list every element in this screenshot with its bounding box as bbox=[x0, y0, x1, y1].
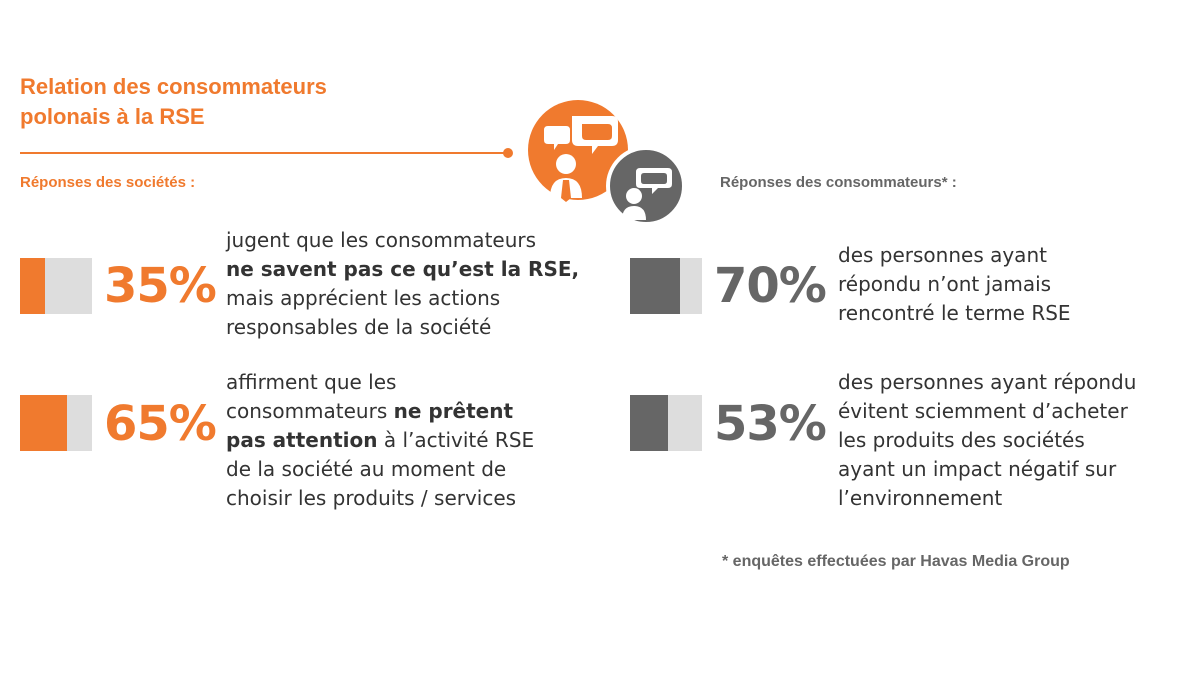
desc-text: choisir les produits / services bbox=[226, 486, 517, 510]
footnote: * enquêtes effectuées par Havas Media Gr… bbox=[722, 553, 1070, 570]
desc-text: mais apprécient les actions bbox=[226, 286, 501, 310]
stat-bar-fill bbox=[20, 258, 46, 314]
desc-line: pas attention à l’activité RSE bbox=[226, 426, 534, 455]
desc-line: choisir les produits / services bbox=[226, 484, 534, 513]
title-underline bbox=[20, 152, 506, 154]
stat-bar-fill bbox=[630, 395, 669, 451]
desc-line: l’environnement bbox=[838, 486, 1003, 510]
desc-line: de la société au moment de bbox=[226, 455, 534, 484]
desc-text: affirment que les bbox=[226, 370, 397, 394]
desc-bold-text: ne savent pas ce qu’est la RSE, bbox=[226, 257, 580, 281]
desc-line: ayant un impact négatif sur bbox=[838, 457, 1117, 481]
stat-percent: 70% bbox=[714, 258, 827, 314]
stat-description: des personnes ayant répondu n’ont jamais… bbox=[838, 241, 1071, 328]
stat-description: des personnes ayant répondu évitent scie… bbox=[838, 368, 1136, 513]
desc-line: évitent sciemment d’acheter bbox=[838, 399, 1128, 423]
stat-percent: 65% bbox=[104, 396, 217, 452]
desc-line: répondu n’ont jamais bbox=[838, 272, 1052, 296]
desc-text: à l’activité RSE bbox=[377, 428, 535, 452]
desc-line: des personnes ayant bbox=[838, 243, 1047, 267]
stat-description: jugent que les consommateurs ne savent p… bbox=[226, 226, 579, 342]
desc-text: de la société au moment de bbox=[226, 457, 507, 481]
desc-text: jugent que les consommateurs bbox=[226, 228, 537, 252]
stat-description: affirment que les consommateurs ne prête… bbox=[226, 368, 534, 513]
stat-bar-35 bbox=[20, 258, 92, 314]
desc-line: ne savent pas ce qu’est la RSE, bbox=[226, 255, 579, 284]
stat-bar-65 bbox=[20, 395, 92, 451]
desc-line: rencontré le terme RSE bbox=[838, 301, 1071, 325]
title-line-1: Relation des consommateurs bbox=[20, 74, 327, 99]
people-speech-bubbles-icon bbox=[528, 98, 688, 230]
stat-bar-53 bbox=[630, 395, 702, 451]
consumers-section-label: Réponses des consommateurs* : bbox=[720, 174, 957, 191]
stat-bar-fill bbox=[630, 258, 681, 314]
stat-percent: 53% bbox=[714, 396, 827, 452]
stat-percent: 35% bbox=[104, 258, 217, 314]
title-line-2: polonais à la RSE bbox=[20, 104, 205, 129]
companies-section-label: Réponses des sociétés : bbox=[20, 174, 196, 191]
desc-line: mais apprécient les actions bbox=[226, 284, 579, 313]
desc-line: jugent que les consommateurs bbox=[226, 226, 579, 255]
desc-line: consommateurs ne prêtent bbox=[226, 397, 534, 426]
infographic-title: Relation des consommateurs polonais à la… bbox=[20, 72, 440, 132]
stat-bar-70 bbox=[630, 258, 702, 314]
desc-text: responsables de la société bbox=[226, 315, 492, 339]
desc-text: consommateurs bbox=[226, 399, 394, 423]
desc-bold-text: ne prêtent bbox=[393, 399, 514, 423]
title-underline-dot bbox=[503, 148, 513, 158]
desc-line: les produits des sociétés bbox=[838, 428, 1085, 452]
desc-line: des personnes ayant répondu bbox=[838, 370, 1137, 394]
desc-line: responsables de la société bbox=[226, 313, 579, 342]
desc-line: affirment que les bbox=[226, 368, 534, 397]
desc-bold-text: pas attention bbox=[226, 428, 378, 452]
stat-bar-fill bbox=[20, 395, 67, 451]
